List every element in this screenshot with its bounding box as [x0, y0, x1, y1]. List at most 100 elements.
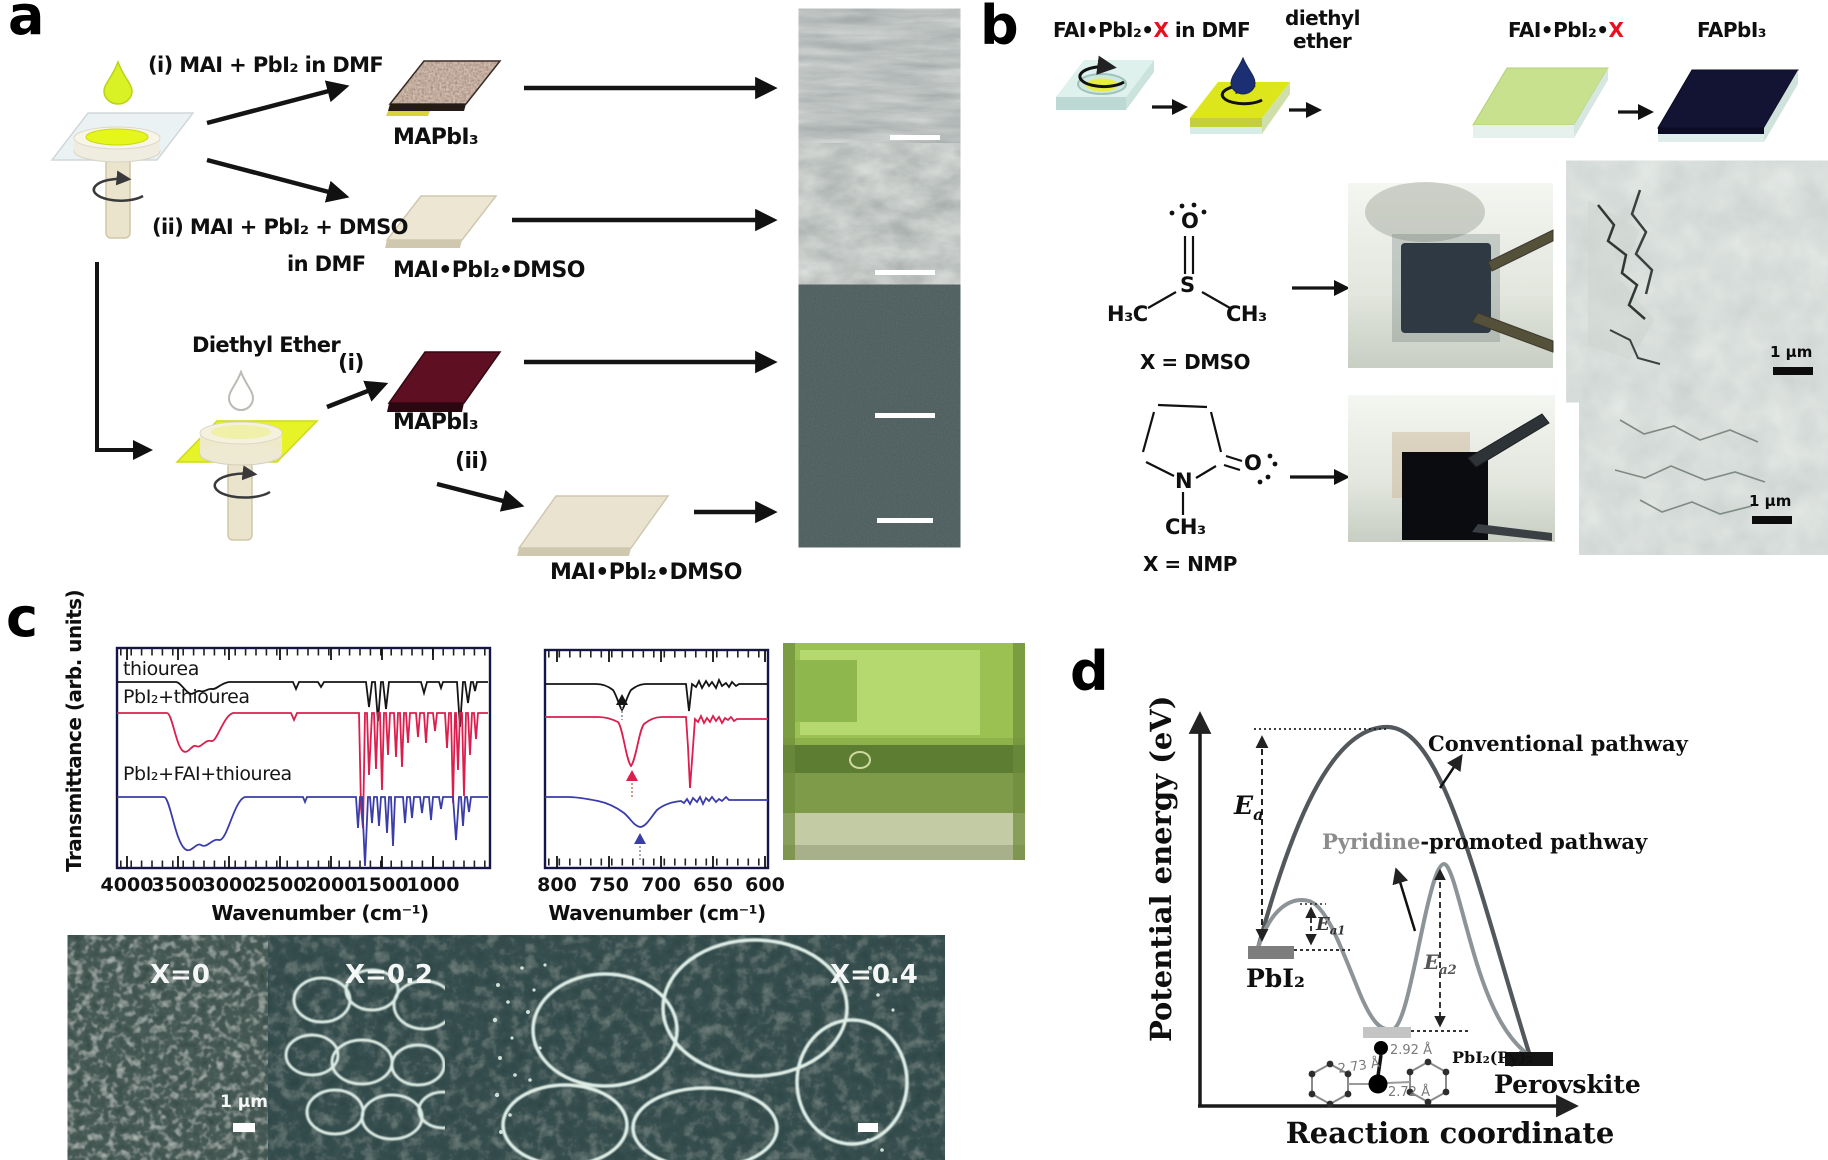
photo-nmp-crystal — [1348, 395, 1555, 542]
sem-x02 — [284, 955, 473, 1155]
x-dmso-label: X = DMSO — [1140, 350, 1251, 374]
promoted-gray-part: Pyridine — [1322, 829, 1421, 854]
solution-label: FAI•PbI₂•X in DMF — [1053, 18, 1251, 42]
nmp-n-atom: N — [1175, 469, 1193, 493]
right-tick-650: 650 — [693, 874, 733, 896]
conventional-pointer — [1438, 753, 1463, 789]
sem-x02-label: X=0.2 — [345, 960, 433, 990]
film-mapbi3-rough — [386, 60, 502, 116]
bond-272: 2.72 Å — [1388, 1085, 1430, 1100]
panel-b-intermediate-film — [1472, 67, 1609, 138]
dmso-h3c: H₃C — [1107, 302, 1148, 326]
intermediate-x: X — [1608, 18, 1624, 42]
film-adduct-2 — [517, 495, 670, 556]
panel-b-step2-substrate — [1190, 56, 1290, 134]
nmp-ch3: CH₃ — [1165, 515, 1206, 539]
ether-label-line1: diethyl — [1285, 6, 1360, 30]
sem-x04-label: X=0.4 — [830, 960, 918, 990]
panel-a-letter: a — [8, 0, 45, 47]
film2-label: MAI•PbI₂•DMSO — [393, 258, 585, 283]
solution-x: X — [1153, 18, 1169, 42]
ea1-label: Ea1 — [1316, 914, 1345, 937]
left-tick-3500: 3500 — [151, 874, 205, 896]
trace-pbi2-thiourea — [117, 712, 488, 829]
diethyl-ether-label: Diethyl Ether — [192, 333, 341, 357]
left-tick-2500: 2500 — [253, 874, 307, 896]
route-ii-label: (ii) MAI + PbI₂ + DMSO — [152, 215, 408, 239]
fapbi3-label: FAPbI₃ — [1697, 18, 1767, 42]
panel-b-letter: b — [980, 0, 1019, 57]
ftir-y-axis-label: Transmittance (arb. units) — [62, 589, 86, 872]
sem-mapbi3-rough — [812, 22, 947, 154]
sem-x0-label: X=0 — [150, 960, 210, 990]
pbi2py2-molecule — [1308, 1041, 1450, 1108]
dmso-s-atom: S — [1180, 273, 1195, 297]
sem-x04 — [487, 938, 909, 1160]
solution-drop — [103, 59, 133, 105]
sem-x0 — [87, 955, 278, 1153]
film3-label: MAPbI₃ — [393, 410, 479, 435]
intermediate-level — [1363, 1027, 1411, 1038]
pbi2py2-label: PbI₂(Py)₂ — [1452, 1048, 1534, 1067]
perovskite-level — [1505, 1052, 1553, 1066]
sem-x0-scalebar-label: 1 μm — [220, 1092, 268, 1112]
ftir-left-x-axis-label: Wavenumber (cm⁻¹) — [211, 901, 429, 925]
film1-label: MAPbI₃ — [393, 125, 479, 150]
ether-drop — [227, 369, 255, 411]
panel-c-letter: c — [6, 586, 39, 649]
right-tick-750: 750 — [589, 874, 629, 896]
dmso-o-atom: O — [1181, 209, 1199, 233]
pbi2-label: PbI₂ — [1246, 964, 1305, 993]
marker-blue-dip — [634, 833, 646, 844]
film4-label: MAI•PbI₂•DMSO — [550, 560, 742, 585]
panel-a-spin-coater-1 — [50, 59, 195, 239]
route-ii-label-line2: in DMF — [287, 252, 366, 276]
trace-thiourea — [117, 681, 488, 728]
solution-prefix: FAI•PbI₂• — [1053, 18, 1154, 42]
panel-d-letter: d — [1070, 640, 1109, 703]
ea1-base: E — [1316, 914, 1330, 935]
film-mapbi3-dense — [387, 351, 502, 412]
ea2-sub: a2 — [1439, 963, 1457, 978]
scalebar-dmso-sem: 1 μm — [1770, 343, 1813, 361]
trace3-label: PbI₂+FAI+thiourea — [123, 763, 292, 785]
film-adduct-1 — [385, 195, 498, 248]
ea-base: E — [1234, 791, 1254, 820]
ftir-left-plot — [115, 646, 492, 870]
step-ii-label: (ii) — [455, 449, 488, 474]
dmso-structure — [1147, 202, 1231, 309]
panel-a-arrows-top — [206, 76, 778, 524]
ftir-right-plot — [543, 648, 770, 870]
ether-drop-blue — [1230, 56, 1256, 95]
energy-y-axis-label: Potential energy (eV) — [1144, 695, 1178, 1043]
left-tick-4000: 4000 — [100, 874, 154, 896]
panel-b-fapbi3-film — [1657, 69, 1799, 142]
promoted-pathway-label: Pyridine-promoted pathway — [1322, 829, 1648, 854]
nmp-o-atom: O — [1244, 451, 1262, 475]
intermediate-prefix: FAI•PbI₂• — [1508, 18, 1609, 42]
left-tick-3000: 3000 — [202, 874, 256, 896]
trace1-label: thiourea — [123, 658, 199, 680]
photo-dmso-crystal — [1348, 182, 1554, 368]
ea-sub: a — [1253, 805, 1264, 824]
sem-mapbi3-smooth — [812, 298, 947, 430]
trace2-label: PbI₂+thiourea — [123, 686, 250, 708]
panel-b-top-arrows — [1152, 99, 1654, 485]
pbi2-level — [1248, 946, 1294, 959]
sem-nmp-film — [1600, 392, 1808, 540]
panel-a-spin-coater-2 — [175, 369, 319, 541]
right-tick-700: 700 — [641, 874, 681, 896]
bond-292: 2.92 Å — [1390, 1043, 1432, 1058]
left-tick-1000: 1000 — [406, 874, 460, 896]
left-tick-2000: 2000 — [304, 874, 358, 896]
energy-diagram — [1188, 711, 1579, 1118]
right-tick-600: 600 — [745, 874, 785, 896]
ftir-right-x-axis-label: Wavenumber (cm⁻¹) — [548, 901, 766, 925]
promoted-black-part: -promoted pathway — [1420, 829, 1648, 854]
sem-column-panel-a — [812, 22, 947, 537]
ea2-base: E — [1424, 950, 1440, 974]
ether-label-line2: ether — [1293, 29, 1352, 53]
ea2-label: Ea2 — [1424, 952, 1457, 978]
step-i-label: (i) — [338, 351, 364, 376]
